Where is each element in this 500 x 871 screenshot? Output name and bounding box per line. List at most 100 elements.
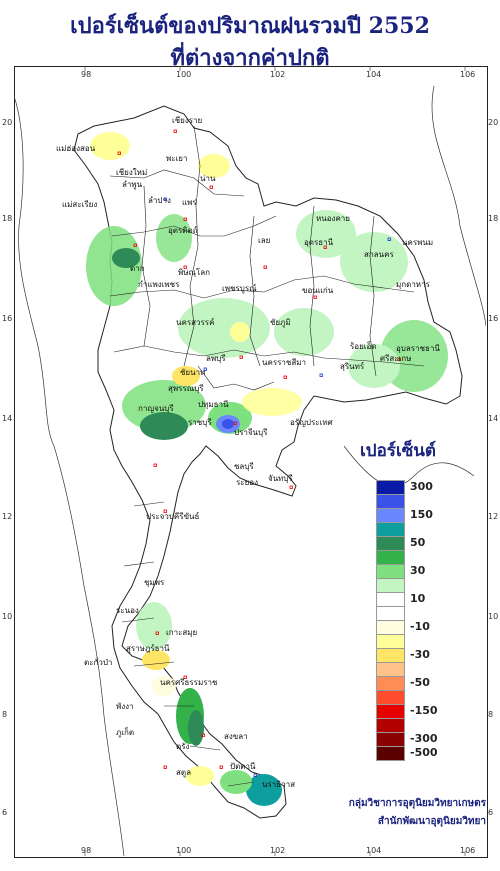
- lat-tick: 12: [2, 512, 13, 521]
- legend-label: 30: [410, 564, 426, 577]
- legend-label: 300: [410, 480, 433, 493]
- legend-swatch: [376, 578, 405, 593]
- legend-swatch: [376, 634, 405, 649]
- place-label: สุพรรณบุรี: [168, 384, 204, 393]
- place-label: อรัญประเทศ: [290, 418, 333, 427]
- lat-tick: 6: [488, 808, 494, 817]
- legend-swatch: [376, 508, 405, 523]
- legend-swatch: [376, 494, 405, 509]
- legend-swatch: [376, 690, 405, 705]
- place-label: น่าน: [200, 174, 216, 183]
- lat-tick: 14: [488, 414, 499, 423]
- lat-tick: 18: [488, 214, 499, 223]
- place-label: ชลบุรี: [234, 462, 254, 471]
- lat-tick: 10: [488, 612, 499, 621]
- place-label: ชัยภูมิ: [270, 318, 291, 327]
- anomaly-zones: [86, 132, 448, 806]
- place-label: พะเยา: [166, 154, 188, 163]
- legend-swatch: [376, 662, 405, 677]
- place-label: เชียงราย: [172, 116, 203, 125]
- place-label: ลำพูน: [122, 180, 143, 189]
- place-label: ลำปาง: [148, 196, 171, 205]
- place-label: ชัยนาท: [180, 368, 206, 377]
- province-boundaries: [109, 125, 425, 787]
- legend-swatch: [376, 704, 405, 719]
- lon-tick: 100: [176, 846, 192, 855]
- lat-tick: 10: [2, 612, 13, 621]
- legend-label: -150: [410, 704, 438, 717]
- place-label: พิษณุโลก: [178, 268, 211, 277]
- lat-tick: 6: [2, 808, 8, 817]
- place-label: สตูล: [176, 768, 191, 777]
- neighbor-boundaries: [14, 85, 486, 856]
- place-label: สกลนคร: [364, 250, 394, 259]
- place-label: ขอนแก่น: [302, 286, 334, 295]
- map-title: เปอร์เซ็นต์ของปริมาณฝนรวมปี 2552: [70, 13, 430, 39]
- legend-title: เปอร์เซ็นต์: [360, 441, 436, 461]
- lat-tick: 16: [2, 314, 13, 323]
- place-label: แพร่: [182, 198, 197, 207]
- place-label: จันทบุรี: [268, 474, 293, 483]
- place-label: สุรินทร์: [340, 362, 365, 371]
- lat-tick: 12: [488, 512, 499, 521]
- place-label: ระยอง: [236, 478, 258, 487]
- frame-ticks: [84, 66, 466, 856]
- place-label: ปทุมธานี: [198, 400, 229, 409]
- legend-label: 50: [410, 536, 426, 549]
- place-label: ตรัง: [176, 742, 190, 751]
- legend-label: 150: [410, 508, 433, 521]
- place-label: ตะกั่วป่า: [84, 658, 113, 667]
- place-label: เกาะสมุย: [166, 628, 198, 637]
- place-label: ภูเก็ต: [116, 728, 135, 737]
- place-label: กำแพงเพชร: [138, 280, 180, 289]
- place-label: พังงา: [116, 702, 134, 711]
- lon-tick: 98: [81, 70, 92, 79]
- place-label: แม่ฮ่องสอน: [56, 144, 96, 153]
- credit-line-2: สำนักพัฒนาอุตุนิยมวิทยา: [377, 816, 486, 827]
- credit-line-1: กลุ่มวิชาการอุตุนิยมวิทยาเกษตร: [348, 798, 486, 809]
- lon-tick: 102: [270, 70, 286, 79]
- place-label: ร้อยเอ็ด: [350, 342, 377, 351]
- place-label: ชุมพร: [144, 578, 165, 587]
- legend-swatch: [376, 620, 405, 635]
- place-label: กาญจนบุรี: [138, 404, 174, 413]
- legend-swatch: [376, 732, 405, 747]
- place-label: ศรีสะเกษ: [380, 354, 412, 363]
- legend-swatch: [376, 718, 405, 733]
- place-label: ประจวบคีรีขันธ์: [146, 512, 200, 521]
- legend-label: -500: [410, 746, 438, 759]
- place-label: นครสวรรค์: [176, 318, 215, 327]
- rainfall-map: [14, 66, 486, 856]
- place-label: อุตรดิตถ์: [168, 226, 198, 235]
- lat-tick: 20: [488, 118, 499, 127]
- place-label: อุดรธานี: [304, 238, 334, 247]
- lat-tick: 8: [488, 710, 494, 719]
- place-label: ระนอง: [116, 606, 139, 615]
- lat-tick: 14: [2, 414, 13, 423]
- legend-swatch: [376, 536, 405, 551]
- lon-tick: 104: [366, 70, 382, 79]
- place-label: นราธิวาส: [262, 780, 296, 789]
- place-label: นครพนม: [402, 238, 434, 247]
- place-label: สุราษฎร์ธานี: [126, 644, 170, 653]
- place-label: อุบลราชธานี: [396, 344, 440, 353]
- lat-tick: 20: [2, 118, 13, 127]
- legend-label: 10: [410, 592, 426, 605]
- station-markers: [117, 129, 401, 777]
- legend-swatch: [376, 676, 405, 691]
- legend-swatch: [376, 550, 405, 565]
- lat-tick: 18: [2, 214, 13, 223]
- legend-swatch: [376, 592, 405, 607]
- place-label: ปัตตานี: [230, 762, 256, 771]
- legend-label: -300: [410, 732, 438, 745]
- lat-tick: 8: [2, 710, 8, 719]
- place-label: หนองคาย: [316, 214, 350, 223]
- lon-tick: 100: [176, 70, 192, 79]
- lon-tick: 106: [460, 70, 476, 79]
- legend-label: -50: [410, 676, 430, 689]
- legend-label: -30: [410, 648, 430, 661]
- legend-swatch: [376, 480, 405, 495]
- place-label: สงขลา: [224, 732, 248, 741]
- lon-tick: 98: [81, 846, 92, 855]
- lon-tick: 102: [270, 846, 286, 855]
